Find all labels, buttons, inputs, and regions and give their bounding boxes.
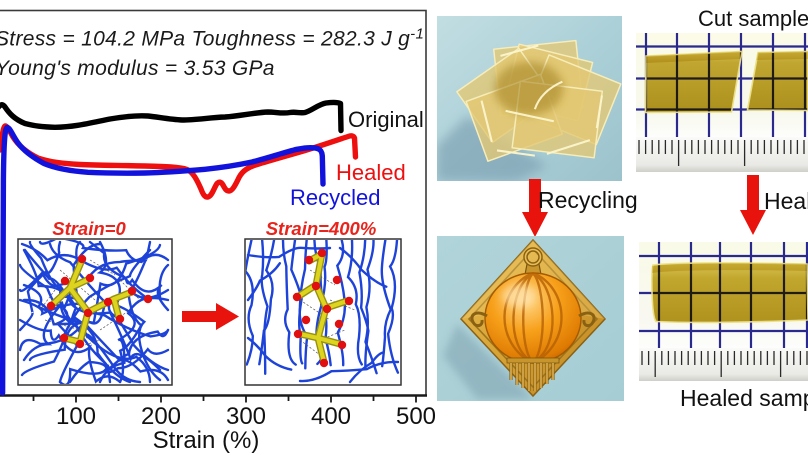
svg-text:Strain (%): Strain (%) (153, 427, 260, 454)
svg-text:Stress = 104.2 MPa Toughness: Stress = 104.2 MPa Toughness = 282.3 J g… (0, 26, 424, 51)
svg-text:300: 300 (226, 403, 266, 430)
svg-text:Strain=0: Strain=0 (52, 218, 126, 239)
svg-text:Healed: Healed (336, 160, 406, 185)
svg-text:Strain=400%: Strain=400% (266, 218, 377, 239)
svg-text:500: 500 (396, 403, 436, 430)
svg-text:100: 100 (56, 403, 96, 430)
svg-text:200: 200 (141, 403, 181, 430)
svg-text:Original: Original (348, 107, 424, 132)
svg-text:Young's modulus = 3.53 GPa: Young's modulus = 3.53 GPa (0, 57, 275, 80)
svg-text:Recycled: Recycled (290, 185, 380, 210)
svg-text:400: 400 (311, 403, 351, 430)
